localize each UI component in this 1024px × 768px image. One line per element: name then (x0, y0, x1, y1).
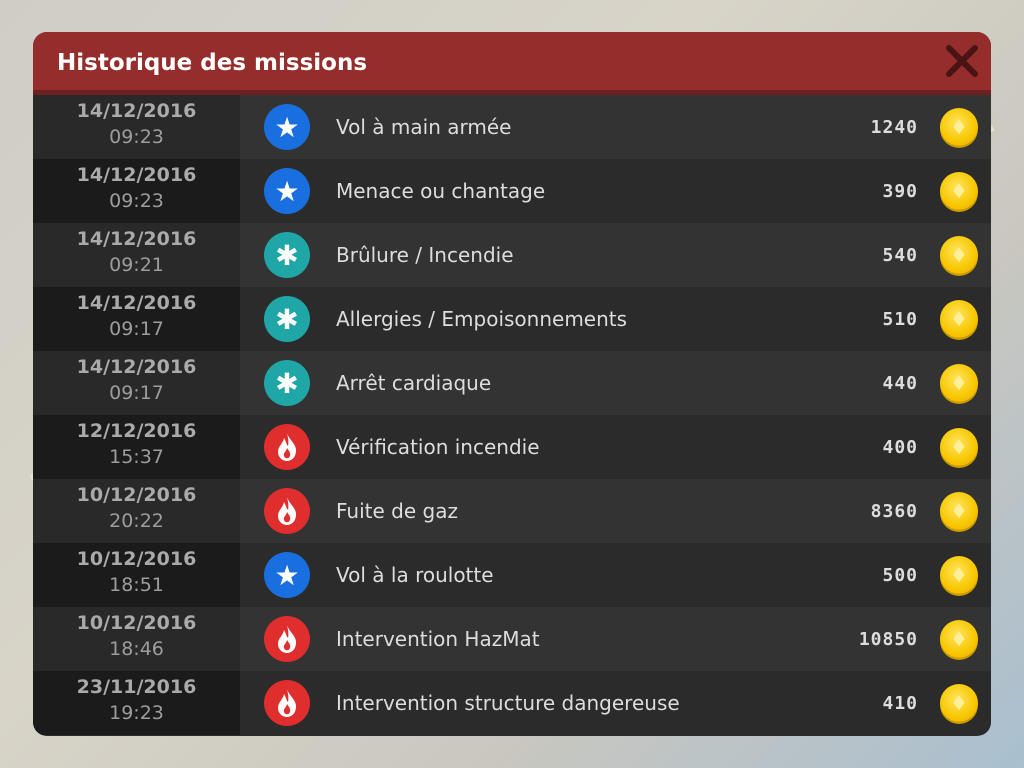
mission-time: 09:21 (109, 254, 164, 276)
coin-icon: ♦ (940, 428, 978, 466)
star-icon: ★ (264, 104, 310, 150)
mission-row[interactable]: 12/12/2016 15:37 Vérification incendie 400 ♦ (33, 415, 991, 479)
coin-icon: ♦ (940, 300, 978, 338)
mission-name: Intervention HazMat (336, 627, 540, 651)
mission-points: 10850 (858, 628, 918, 650)
mission-row[interactable]: 23/11/2016 19:23 Intervention structure da… (33, 671, 991, 735)
flame-icon (264, 680, 310, 726)
mission-date: 10/12/2016 (76, 612, 197, 634)
mission-row[interactable]: 14/12/2016 09:23 ★ Vol à main armée 1240 ♦ (33, 95, 991, 159)
mission-info: Intervention structure dangereuse 410 ♦ (240, 671, 991, 735)
mission-info: ★ Vol à la roulotte 500 ♦ (240, 543, 991, 607)
mission-points: 8360 (870, 500, 918, 522)
mission-name: Brûlure / Incendie (336, 243, 514, 267)
mission-points: 410 (882, 692, 918, 714)
mission-points: 390 (882, 180, 918, 202)
flame-icon (264, 424, 310, 470)
coin-icon: ♦ (940, 236, 978, 274)
mission-datetime: 14/12/2016 09:17 (33, 351, 240, 415)
coin-icon: ♦ (940, 620, 978, 658)
coin-icon: ♦ (940, 364, 978, 402)
mission-datetime: 14/12/2016 09:23 (33, 95, 240, 159)
mission-info: ★ Menace ou chantage 390 ♦ (240, 159, 991, 223)
close-icon[interactable] (945, 44, 979, 78)
mission-datetime: 12/12/2016 15:37 (33, 415, 240, 479)
mission-time: 18:51 (109, 574, 164, 596)
mission-info: Vérification incendie 400 ♦ (240, 415, 991, 479)
coin-icon: ♦ (940, 684, 978, 722)
mission-name: Menace ou chantage (336, 179, 546, 203)
mission-row[interactable]: 10/12/2016 20:22 Fuite de gaz 8360 ♦ (33, 479, 991, 543)
asterisk-icon: ✱ (264, 360, 310, 406)
mission-name: Arrêt cardiaque (336, 371, 492, 395)
mission-date: 10/12/2016 (76, 484, 197, 506)
mission-row[interactable]: 14/12/2016 09:17 ✱ Arrêt cardiaque 440 ♦ (33, 351, 991, 415)
mission-points: 540 (882, 244, 918, 266)
dialog-title: Historique des missions (57, 50, 368, 76)
mission-info: ✱ Allergies / Empoisonnements 510 ♦ (240, 287, 991, 351)
mission-row[interactable]: 10/12/2016 18:51 ★ Vol à la roulotte 500 ♦ (33, 543, 991, 607)
mission-points: 500 (882, 564, 918, 586)
coin-icon: ♦ (940, 172, 978, 210)
star-icon: ★ (264, 552, 310, 598)
mission-time: 09:23 (109, 190, 164, 212)
mission-datetime: 10/12/2016 18:46 (33, 607, 240, 671)
mission-datetime: 23/11/2016 19:23 (33, 671, 240, 735)
mission-time: 20:22 (109, 510, 164, 532)
mission-info: ✱ Arrêt cardiaque 440 ♦ (240, 351, 991, 415)
mission-name: Vol à la roulotte (336, 563, 494, 587)
coin-icon: ♦ (940, 556, 978, 594)
mission-date: 12/12/2016 (76, 420, 197, 442)
coin-icon: ♦ (940, 108, 978, 146)
mission-points: 400 (882, 436, 918, 458)
mission-datetime: 10/12/2016 20:22 (33, 479, 240, 543)
mission-row[interactable]: 14/12/2016 09:21 ✱ Brûlure / Incendie 540 ♦ (33, 223, 991, 287)
mission-date: 23/11/2016 (76, 676, 197, 698)
mission-name: Vol à main armée (336, 115, 512, 139)
star-icon: ★ (264, 168, 310, 214)
mission-datetime: 14/12/2016 09:17 (33, 287, 240, 351)
asterisk-icon: ✱ (264, 232, 310, 278)
mission-history-dialog: Historique des missions 14/12/2016 09:23 ★… (33, 32, 991, 736)
mission-info: ✱ Brûlure / Incendie 540 ♦ (240, 223, 991, 287)
mission-name: Fuite de gaz (336, 499, 458, 523)
mission-date: 14/12/2016 (76, 228, 197, 250)
mission-points: 510 (882, 308, 918, 330)
coin-icon: ♦ (940, 492, 978, 530)
mission-datetime: 14/12/2016 09:21 (33, 223, 240, 287)
mission-info: ★ Vol à main armée 1240 ♦ (240, 95, 991, 159)
mission-time: 15:37 (109, 446, 164, 468)
mission-date: 14/12/2016 (76, 100, 197, 122)
mission-datetime: 10/12/2016 18:51 (33, 543, 240, 607)
mission-info: Fuite de gaz 8360 ♦ (240, 479, 991, 543)
mission-time: 18:46 (109, 638, 164, 660)
mission-name: Vérification incendie (336, 435, 540, 459)
mission-time: 19:23 (109, 702, 164, 724)
flame-icon (264, 616, 310, 662)
mission-datetime: 14/12/2016 09:23 (33, 159, 240, 223)
mission-name: Intervention structure dangereuse (336, 691, 680, 715)
mission-points: 440 (882, 372, 918, 394)
mission-info: Intervention HazMat 10850 ♦ (240, 607, 991, 671)
mission-name: Allergies / Empoisonnements (336, 307, 628, 331)
mission-date: 14/12/2016 (76, 164, 197, 186)
mission-time: 09:23 (109, 126, 164, 148)
mission-row[interactable]: 10/12/2016 18:46 Intervention HazMat 10850 ♦ (33, 607, 991, 671)
mission-date: 14/12/2016 (76, 292, 197, 314)
mission-row[interactable]: 14/12/2016 09:17 ✱ Allergies / Empoisonneme… (33, 287, 991, 351)
mission-date: 10/12/2016 (76, 548, 197, 570)
mission-list: 14/12/2016 09:23 ★ Vol à main armée 1240 ♦ 14/… (33, 95, 991, 735)
mission-time: 09:17 (109, 382, 164, 404)
flame-icon (264, 488, 310, 534)
mission-row[interactable]: 14/12/2016 09:23 ★ Menace ou chantage 390 ♦ (33, 159, 991, 223)
mission-time: 09:17 (109, 318, 164, 340)
asterisk-icon: ✱ (264, 296, 310, 342)
mission-points: 1240 (870, 116, 918, 138)
dialog-header: Historique des missions (33, 32, 991, 95)
mission-date: 14/12/2016 (76, 356, 197, 378)
